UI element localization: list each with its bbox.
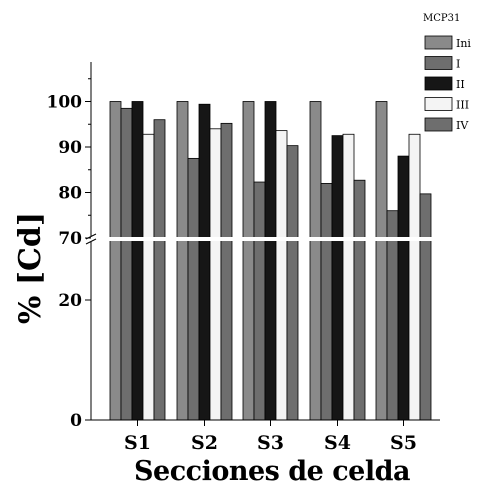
bar-ini-s3 [242, 101, 255, 421]
legend-swatch-ii [424, 76, 453, 91]
bar-ii-s3 [264, 101, 277, 421]
y-tick-label-0: 0 [70, 411, 82, 431]
bar-iv-s2 [220, 122, 233, 421]
legend-swatch-iv [424, 117, 453, 132]
bar-i-s3 [253, 181, 266, 421]
bar-iii-s1 [142, 133, 155, 421]
bar-ini-s5 [375, 101, 388, 421]
bar-iv-s1 [153, 119, 166, 421]
bar-ii-s1 [131, 101, 144, 421]
legend-swatch-ini [424, 35, 453, 50]
bar-iii-s3 [275, 130, 288, 421]
legend-label-iii: III [456, 99, 469, 112]
axes-layer: 0 20 70 80 90 100 S1 S2 S3 S4 S5 [47, 62, 440, 454]
bar-ini-s4 [309, 101, 322, 421]
bar-i-s1 [120, 107, 133, 421]
y-tick-label-80: 80 [58, 184, 82, 204]
bar-ii-s2 [198, 103, 211, 421]
x-tick-label-s3: S3 [257, 432, 284, 454]
axis-break-gap [85, 237, 442, 241]
bar-iii-s4 [342, 133, 355, 421]
legend-swatch-i [424, 56, 453, 70]
bar-i-s5 [386, 210, 399, 421]
bar-iii-s2 [209, 128, 222, 421]
x-axis-label: Secciones de celda [134, 456, 410, 485]
axis-break-mark-bottom [85, 238, 97, 245]
x-tick-label-s5: S5 [390, 432, 417, 454]
y-tick-label-70: 70 [58, 229, 82, 249]
bar-ii-s4 [331, 135, 344, 421]
bar-ii-s5 [397, 155, 410, 421]
y-tick-label-100: 100 [47, 93, 83, 113]
legend-label-ii: II [456, 78, 465, 91]
legend-label-i: I [456, 58, 460, 71]
bar-ini-s2 [176, 101, 189, 421]
bar-iv-s5 [419, 193, 432, 421]
legend-label-ini: Ini [456, 37, 471, 50]
legend-swatch-iii [424, 97, 453, 111]
bar-iv-s3 [286, 145, 299, 421]
legend-label-iv: IV [456, 119, 469, 132]
bar-iii-s5 [408, 133, 421, 421]
y-tick-label-20: 20 [58, 291, 82, 311]
legend-title: MCP31 [423, 13, 460, 24]
x-tick-label-s2: S2 [191, 432, 218, 454]
bar-i-s2 [187, 157, 200, 421]
bars-layer [85, 101, 442, 421]
y-axis-label: % [Cd] [13, 212, 48, 324]
bar-i-s4 [320, 182, 333, 421]
bar-ini-s1 [109, 101, 122, 421]
x-tick-label-s1: S1 [124, 432, 151, 454]
y-tick-label-90: 90 [58, 138, 82, 158]
x-tick-label-s4: S4 [324, 432, 351, 454]
bar-iv-s4 [353, 179, 366, 421]
